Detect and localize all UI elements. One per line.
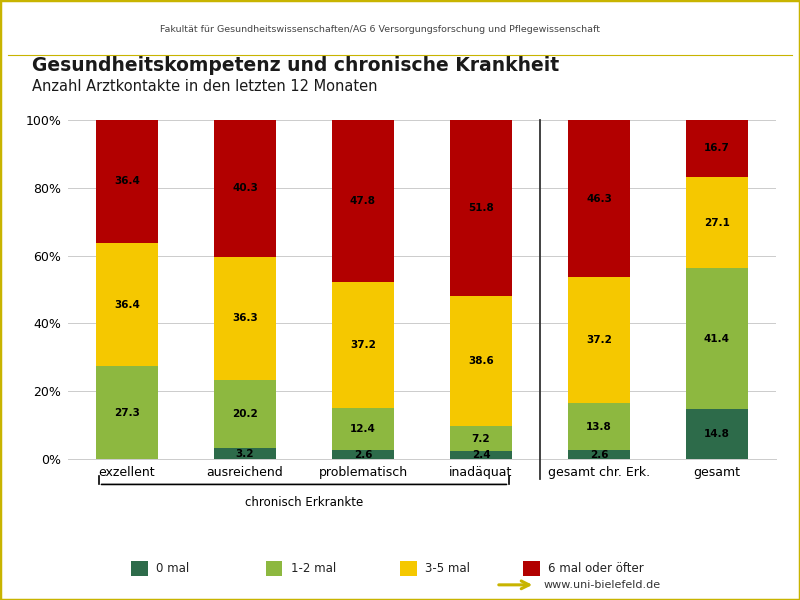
Bar [96,119,158,243]
Bar [214,257,276,380]
Bar [686,409,748,459]
Bar [568,121,630,277]
Text: 12.4: 12.4 [350,424,376,434]
Text: 13.8: 13.8 [586,422,612,432]
Bar [332,450,394,459]
Text: Universität Bielefeld: Universität Bielefeld [30,23,134,32]
Bar [332,120,394,282]
Text: 16.7: 16.7 [704,143,730,154]
Text: Gesundheitskompetenz und chronische Krankheit: Gesundheitskompetenz und chronische Kran… [32,56,559,76]
Bar [523,561,540,576]
Text: chronisch Erkrankte: chronisch Erkrankte [245,496,363,509]
Text: 37.2: 37.2 [350,340,376,350]
Bar [568,450,630,459]
Text: 6 mal oder öfter: 6 mal oder öfter [549,562,644,575]
Text: 40.3: 40.3 [232,184,258,193]
Bar [96,367,158,459]
Bar [214,380,276,448]
Bar [450,120,512,296]
Bar [450,451,512,459]
Text: www.uni-bielefeld.de: www.uni-bielefeld.de [544,580,661,590]
Bar [266,561,282,576]
Text: 2.6: 2.6 [354,449,372,460]
Bar [332,282,394,408]
Bar [450,296,512,427]
Text: 41.4: 41.4 [704,334,730,344]
Text: 51.8: 51.8 [468,203,494,213]
Text: 2.4: 2.4 [472,450,490,460]
Text: 2.6: 2.6 [590,449,608,460]
Bar [214,120,276,257]
Bar [686,120,748,176]
Text: 20.2: 20.2 [232,409,258,419]
Text: 36.3: 36.3 [232,313,258,323]
Bar [400,561,417,576]
Text: 3-5 mal: 3-5 mal [426,562,470,575]
Text: 38.6: 38.6 [468,356,494,366]
Text: 3.2: 3.2 [236,449,254,458]
Bar [332,408,394,450]
Bar [96,243,158,367]
Text: 36.4: 36.4 [114,176,140,187]
Bar [686,268,748,409]
Text: 47.8: 47.8 [350,196,376,206]
Text: 1-2 mal: 1-2 mal [291,562,336,575]
Bar [568,403,630,450]
Text: 27.1: 27.1 [704,218,730,227]
Text: 0 mal: 0 mal [157,562,190,575]
Text: Anzahl Arztkontakte in den letzten 12 Monaten: Anzahl Arztkontakte in den letzten 12 Mo… [32,79,378,94]
Bar [450,427,512,451]
Text: 37.2: 37.2 [586,335,612,346]
Text: 7.2: 7.2 [472,434,490,443]
Text: 27.3: 27.3 [114,408,140,418]
Bar [686,176,748,268]
Text: 36.4: 36.4 [114,300,140,310]
Text: 14.8: 14.8 [704,429,730,439]
Text: Fakultät für Gesundheitswissenschaften/AG 6 Versorgungsforschung und Pflegewisse: Fakultät für Gesundheitswissenschaften/A… [160,25,600,34]
Bar [131,561,148,576]
Text: 46.3: 46.3 [586,194,612,204]
Bar [568,277,630,403]
Bar [214,448,276,459]
